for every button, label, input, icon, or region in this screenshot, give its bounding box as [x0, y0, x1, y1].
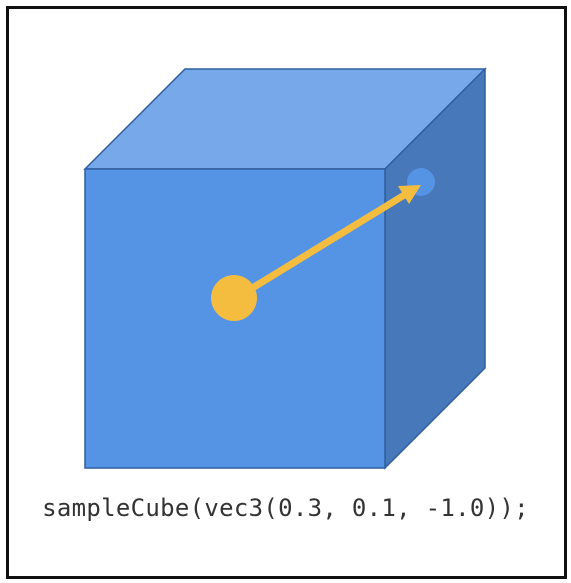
code-caption: sampleCube(vec3(0.3, 0.1, -1.0));	[0, 494, 571, 522]
origin-dot-icon	[211, 275, 257, 321]
